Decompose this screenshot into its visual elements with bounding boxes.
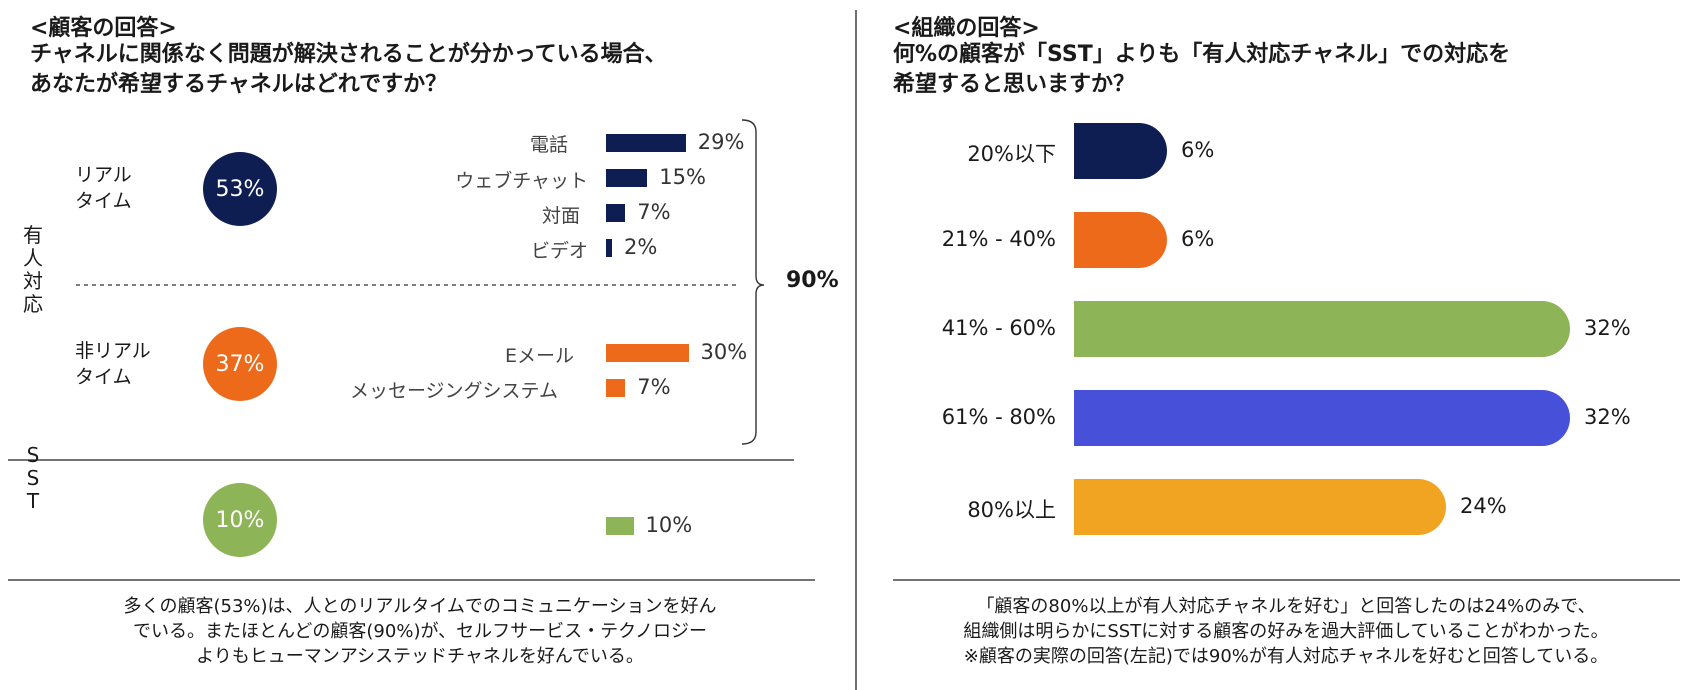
right-note-line: 「顧客の80%以上が有人対応チャネルを好む」と回答したのは24%のみで、: [976, 596, 1596, 617]
pct-webchat: 15%: [659, 165, 706, 189]
group-label-nonrealtime: 非リアル タイム: [75, 338, 151, 390]
bracket: [741, 119, 765, 445]
left-note-line: でいる。またほとんどの顧客(90%)が、セルフサービス・テクノロジー: [132, 621, 708, 642]
side-label-human: 有 人 対 応: [20, 224, 46, 316]
channel-label-webchat: ウェブチャット: [455, 170, 588, 192]
right-subtitle: <組織の回答>: [893, 16, 1040, 41]
bar-sst: [606, 517, 634, 535]
side-label-human-char: 応: [23, 292, 43, 316]
right-note: 「顧客の80%以上が有人対応チャネルを好む」と回答したのは24%のみで、 組織側…: [870, 594, 1702, 669]
channel-label-email: Eメール: [504, 345, 574, 367]
left-question-line-2: あなたが希望するチャネルはどれですか？: [30, 72, 448, 97]
right-question-line-1: 何%の顧客が「SST」よりも「有人対応チャネル」での対応を: [893, 42, 1511, 67]
channel-label-inperson: 対面: [541, 205, 580, 227]
pct-messaging: 7%: [637, 375, 671, 399]
range-value-label: 32%: [1584, 405, 1631, 429]
bar-email: [606, 344, 689, 362]
range-label: 20%以下: [967, 142, 1056, 166]
pct-video: 2%: [624, 235, 658, 259]
right-question-line-2: 希望すると思いますか？: [893, 72, 1136, 97]
right-note-line: ※顧客の実際の回答(左記)では90%が有人対応チャネルを好むと回答している。: [963, 646, 1609, 667]
pct-inperson: 7%: [637, 200, 671, 224]
range-label: 21% - 40%: [941, 227, 1056, 251]
side-label-human-char: 対: [23, 269, 43, 293]
range-label: 41% - 60%: [941, 316, 1056, 340]
group-label-line: タイム: [75, 190, 132, 212]
sst-share-circle: 10%: [203, 483, 277, 557]
channel-label-phone: 電話: [529, 134, 568, 156]
range-bar: [1074, 390, 1570, 446]
bar-webchat: [606, 169, 648, 187]
right-note-line: 組織側は明らかにSSTに対する顧客の好みを過大評価していることがわかった。: [963, 621, 1609, 642]
range-value-label: 6%: [1181, 227, 1215, 251]
channel-label-messaging: メッセージングシステム: [349, 380, 558, 402]
left-note-line: 多くの顧客(53%)は、人とのリアルタイムでのコミュニケーションを好ん: [123, 596, 717, 617]
left-subtitle: <顧客の回答>: [30, 16, 177, 41]
side-label-sst: S S T: [20, 444, 46, 513]
range-label: 80%以上: [967, 498, 1056, 522]
nonrealtime-share-circle: 37%: [203, 327, 277, 401]
range-value-label: 24%: [1460, 494, 1507, 518]
side-label-human-char: 人: [23, 246, 43, 270]
range-bar: [1074, 479, 1446, 535]
right-question: 何%の顧客が「SST」よりも「有人対応チャネル」での対応を 希望すると思いますか…: [893, 40, 1510, 100]
bracket-total: 90%: [786, 268, 839, 293]
pct-email: 30%: [700, 340, 748, 364]
side-label-sst-char: T: [26, 489, 40, 513]
left-question: チャネルに関係なく問題が解決されることが分かっている場合、 あなたが希望するチャ…: [30, 40, 667, 100]
group-label-line: 非リアル: [75, 340, 151, 362]
range-bar: [1074, 301, 1570, 357]
bar-phone: [606, 134, 686, 152]
range-value-label: 32%: [1584, 316, 1631, 340]
bar-inperson: [606, 204, 626, 222]
left-note-line: よりもヒューマンアシステッドチャネルを好んでいる。: [196, 646, 644, 667]
range-bar: [1074, 123, 1167, 179]
side-label-sst-char: S: [26, 466, 40, 490]
range-label: 61% - 80%: [941, 405, 1056, 429]
group-label-line: タイム: [75, 366, 132, 388]
bar-messaging: [606, 379, 626, 397]
pct-phone: 29%: [697, 130, 745, 154]
range-value-label: 6%: [1181, 138, 1215, 162]
side-label-sst-char: S: [26, 443, 40, 467]
bar-video: [606, 239, 612, 257]
left-question-line-1: チャネルに関係なく問題が解決されることが分かっている場合、: [30, 42, 667, 67]
realtime-share-circle: 53%: [203, 152, 277, 226]
pct-sst: 10%: [645, 513, 693, 537]
channel-label-video: ビデオ: [530, 240, 588, 262]
group-label-realtime: リアル タイム: [75, 162, 132, 214]
left-note: 多くの顧客(53%)は、人とのリアルタイムでのコミュニケーションを好ん でいる。…: [40, 594, 800, 669]
range-bar: [1074, 212, 1167, 268]
group-label-line: リアル: [75, 164, 132, 186]
side-label-human-char: 有: [23, 223, 43, 247]
